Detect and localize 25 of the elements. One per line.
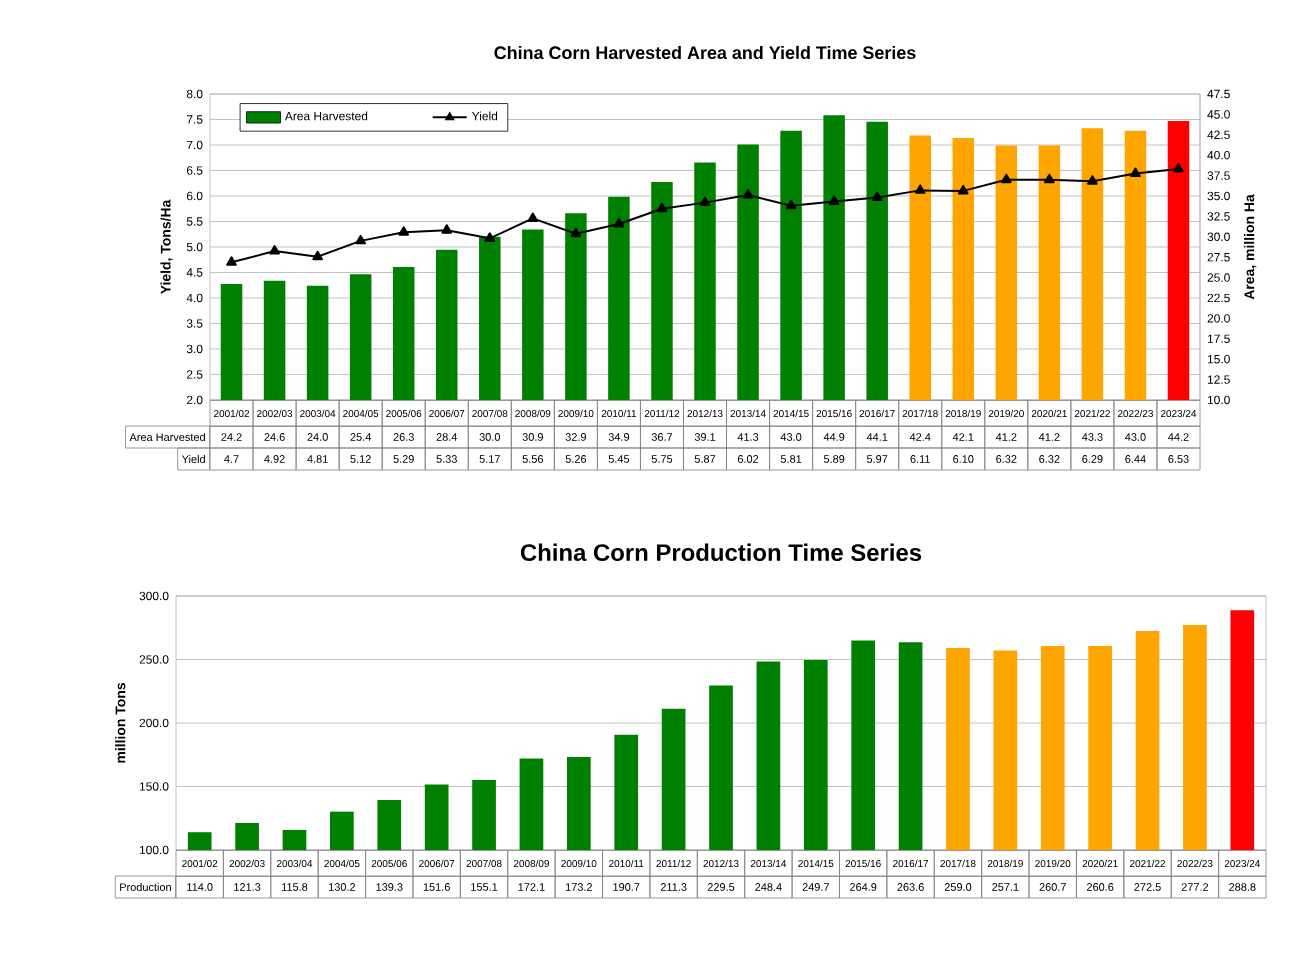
point [785,199,797,210]
point [699,196,711,207]
point [355,234,366,245]
point [613,218,625,228]
point [484,232,496,242]
point [1173,162,1184,173]
point [656,202,668,213]
point [828,195,840,206]
point [957,184,969,195]
point [398,226,410,236]
point [1087,175,1098,185]
point [871,191,883,202]
chart-title: China Corn Harvested Area and Yield Time Series [494,45,916,60]
chart-title: China Corn Production Time Series [520,543,922,562]
point [742,188,754,199]
point [914,184,926,194]
point [570,227,582,238]
point [312,250,323,261]
point [226,256,237,266]
point [1001,173,1012,184]
point [527,212,539,222]
point [441,224,453,234]
point [1130,167,1141,178]
point [1044,173,1055,184]
point [269,245,280,255]
